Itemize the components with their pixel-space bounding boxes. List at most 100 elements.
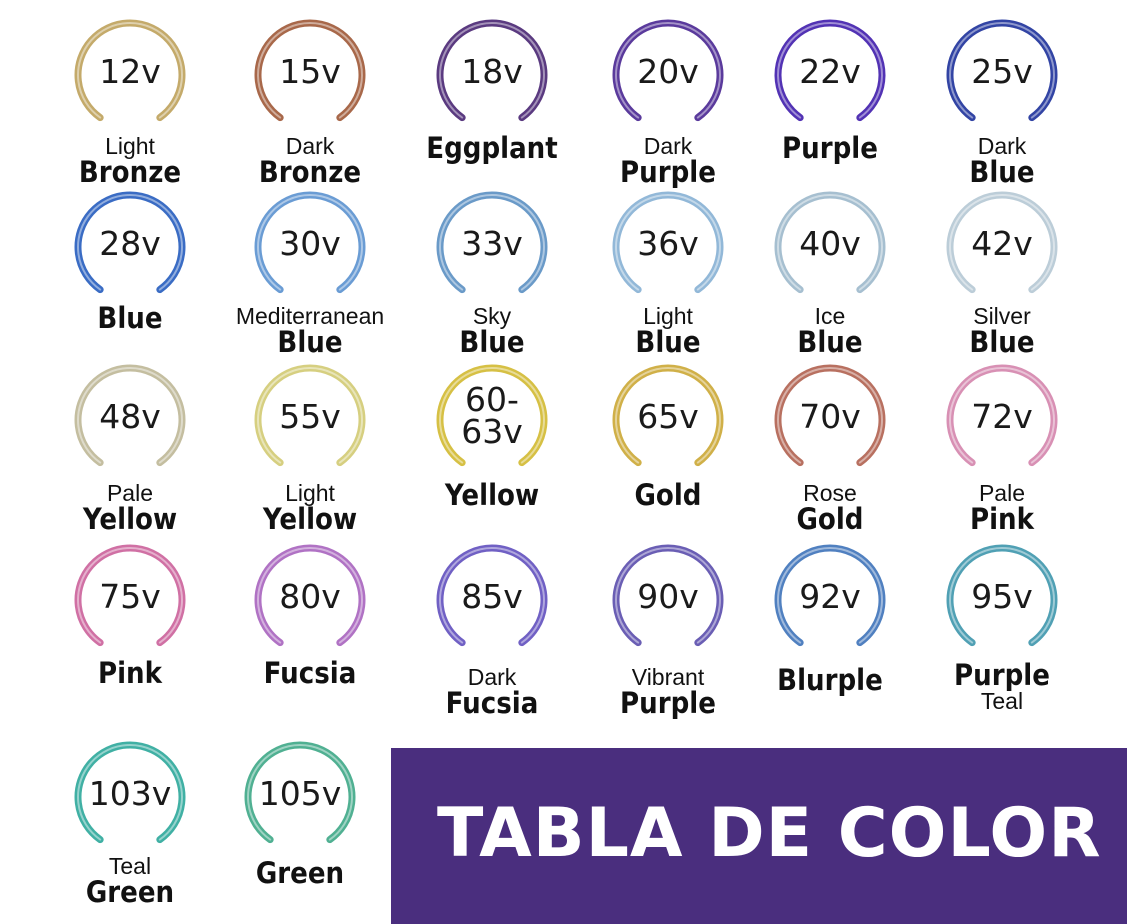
voltage-label: 70v <box>799 397 861 436</box>
color-name: Yellow <box>407 481 577 510</box>
color-name-top: Pale <box>106 480 154 506</box>
ring-icon <box>774 191 886 294</box>
ring-arc <box>254 364 366 467</box>
voltage-label: 30v <box>279 224 341 263</box>
ring-arc <box>74 741 186 844</box>
color-name-top: Mediterranean <box>235 303 385 329</box>
color-name-main: Blue <box>969 155 1035 189</box>
color-name-top: Sky <box>472 303 512 329</box>
color-name: Green <box>215 859 385 888</box>
color-name: Pale Pink <box>917 480 1087 536</box>
ring-arc <box>615 22 721 119</box>
ring-arc <box>74 191 186 294</box>
ring-icon <box>436 544 548 647</box>
color-name: Pink <box>45 656 215 690</box>
color-name: Dark Fucsia <box>407 665 577 720</box>
color-name-main: Fucsia <box>445 686 539 720</box>
color-name-main: Purple <box>620 686 716 720</box>
ring-arc <box>77 367 183 464</box>
color-name-main: Pink <box>97 656 163 690</box>
color-name-top: Ice <box>814 303 846 329</box>
ring-arc <box>946 191 1058 294</box>
voltage-label: 103v <box>88 774 172 813</box>
ring-arc <box>254 544 366 647</box>
voltage-label: 15v <box>279 52 341 91</box>
color-name: Light Bronze <box>45 133 215 187</box>
ring-arc <box>439 547 545 644</box>
color-name-main: Gold <box>634 478 702 512</box>
ring-icon <box>74 191 186 294</box>
color-name: Blue <box>45 301 215 335</box>
ring-arc <box>949 194 1055 291</box>
ring-arc <box>777 367 883 464</box>
ring-icon <box>946 19 1058 122</box>
color-name-main: Yellow <box>262 502 358 536</box>
ring-icon <box>436 19 548 122</box>
color-name-main: Eggplant <box>426 131 558 165</box>
ring-icon <box>244 741 356 844</box>
ring-arc <box>777 22 883 119</box>
color-name-top: Vibrant <box>631 664 705 690</box>
ring-arc <box>612 191 724 294</box>
ring-arc <box>436 191 548 294</box>
color-name-main: Yellow <box>82 502 178 536</box>
color-name: Light Blue <box>583 303 753 357</box>
color-name: Blurple <box>745 666 915 695</box>
color-name-main: Pink <box>969 502 1035 536</box>
ring-arc <box>612 19 724 122</box>
color-name-top: Rose <box>803 480 857 506</box>
ring-arc <box>77 744 183 841</box>
color-name-main: Blue <box>97 301 163 335</box>
color-name-bottom: Teal <box>980 688 1024 714</box>
voltage-label: 80v <box>279 577 341 616</box>
ring-arc <box>612 544 724 647</box>
ring-icon <box>74 364 186 467</box>
ring-arc <box>77 22 183 119</box>
color-name-main: Blue <box>797 325 863 359</box>
color-name-top: Pale <box>978 480 1026 506</box>
ring-arc <box>247 744 353 841</box>
color-name-top: Light <box>105 133 155 159</box>
ring-arc <box>612 364 724 467</box>
ring-arc <box>244 741 356 844</box>
color-name-main: Purple <box>620 155 716 189</box>
ring-arc <box>74 544 186 647</box>
ring-arc <box>74 19 186 122</box>
ring-arc <box>949 367 1055 464</box>
ring-icon <box>254 19 366 122</box>
color-name-main: Blue <box>277 325 343 359</box>
voltage-label: 92v <box>799 577 861 616</box>
ring-arc <box>946 544 1058 647</box>
color-name-top: Teal <box>108 853 152 879</box>
voltage-label: 18v <box>461 52 523 91</box>
ring-arc <box>257 194 363 291</box>
voltage-label: 33v <box>461 224 523 263</box>
ring-arc <box>77 547 183 644</box>
voltage-label: 20v <box>637 52 699 91</box>
voltage-label: 22v <box>799 52 861 91</box>
voltage-label: 65v <box>637 397 699 436</box>
color-name-main: Blue <box>969 325 1035 359</box>
ring-arc <box>77 194 183 291</box>
ring-icon <box>254 544 366 647</box>
ring-icon <box>946 544 1058 647</box>
ring-arc <box>774 19 886 122</box>
banner-title: TABLA DE COLOR <box>437 794 1102 873</box>
title-banner: TABLA DE COLOR <box>391 748 1127 924</box>
ring-icon <box>436 191 548 294</box>
voltage-label: 36v <box>637 224 699 263</box>
color-name: Fucsia <box>225 659 395 688</box>
voltage-label: 42v <box>971 224 1033 263</box>
ring-arc <box>439 367 545 464</box>
color-name-top: Dark <box>285 133 335 159</box>
ring-arc <box>257 547 363 644</box>
ring-icon <box>74 544 186 647</box>
color-name: Mediterranean Blue <box>225 303 395 359</box>
voltage-label: 48v <box>99 397 161 436</box>
voltage-label: 55v <box>279 397 341 436</box>
color-name-top: Light <box>643 303 693 329</box>
color-name: Pale Yellow <box>45 480 215 536</box>
ring-icon <box>946 364 1058 467</box>
color-name: Eggplant <box>407 131 577 165</box>
ring-arc <box>615 194 721 291</box>
